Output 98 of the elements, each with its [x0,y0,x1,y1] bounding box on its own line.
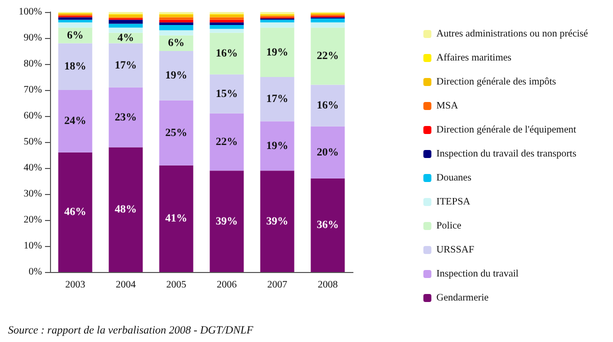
data-label: 22% [316,50,339,62]
bar [260,170,294,272]
data-label: 41% [165,212,188,225]
bar [260,28,294,77]
data-label: 24% [64,115,86,128]
x-tick-label: 2005 [166,280,186,290]
legend-label: Direction générale des impôts [436,76,556,88]
bar [108,147,143,272]
y-tick-label: 100% [18,6,42,18]
data-label: 19% [266,46,288,58]
bar [260,22,294,28]
y-tick-label: 0% [28,266,42,278]
bar [58,17,92,20]
data-label: 17% [266,93,288,106]
data-label: 18% [64,60,86,73]
bar [58,152,92,272]
bar [210,25,244,29]
bar [260,121,294,171]
bar [159,100,194,166]
bar [58,43,92,90]
legend-label: ITEPSA [436,196,472,208]
bar [210,20,244,22]
bar [310,178,345,272]
bar [159,51,194,100]
legend-label: MSA [436,100,459,112]
y-tick-label: 20% [24,214,42,226]
data-label: 19% [266,140,288,152]
x-tick-label: 2006 [216,280,237,290]
y-tick-label: 90% [24,32,42,44]
data-label: 6% [168,37,184,50]
data-label: 48% [114,204,137,216]
bar [310,22,345,28]
data-label: 20% [316,146,339,158]
legend-label: Police [436,220,462,232]
bar [210,170,244,272]
legend-label: Autres administrations ou non précisé [436,28,589,40]
legend-label: Douanes [436,172,472,184]
data-label: 6% [67,29,84,42]
legend-label: URSSAF [436,244,475,256]
bar [310,18,345,22]
y-tick-label: 40% [24,162,42,174]
y-tick-label: 50% [24,136,42,148]
bar [210,113,244,171]
legend-label: Affaires maritimes [436,52,512,64]
data-label: 25% [165,126,188,139]
y-tick-label: 80% [24,58,42,70]
bar [108,43,143,88]
data-label: 22% [216,136,238,148]
bar [159,25,194,30]
y-tick-label: 30% [24,188,42,200]
data-label: 19% [165,70,188,82]
bar [310,126,345,178]
legend-label: Inspection du travail [436,268,519,280]
bar [159,20,194,22]
bar [58,90,92,152]
x-tick-label: 2004 [116,280,136,290]
y-tick-label: 60% [24,110,42,122]
legend-label: Inspection du travail des transports [436,148,576,160]
bar [210,17,244,20]
bar [210,28,244,33]
data-label: 39% [216,215,238,228]
data-label: 39% [266,215,288,228]
bar [210,74,244,114]
data-label: 17% [114,59,137,72]
x-tick-label: 2008 [318,280,338,290]
data-label: 23% [114,111,137,124]
data-label: 36% [316,219,339,232]
bar [210,32,244,74]
bar [58,22,92,28]
bar [108,24,143,28]
y-tick-label: 70% [24,84,42,96]
bar [310,84,345,126]
data-label: 4% [118,32,134,44]
legend-label: Gendarmerie [436,292,490,304]
data-label: 46% [64,206,86,218]
x-tick-label: 2003 [65,280,86,290]
bar [210,14,244,18]
bar [159,14,194,18]
bar [108,28,143,33]
bar [108,14,143,18]
bar [58,20,92,22]
legend-label: Direction générale de l'équipement [436,124,576,136]
bar [159,22,194,25]
x-tick-label: 2007 [267,280,288,290]
bar [108,87,143,148]
bar [159,30,194,36]
data-label: 16% [316,100,339,112]
y-tick-label: 10% [24,240,42,252]
bar [108,20,143,24]
source-note: Source : rapport de la verbalisation 2008 - DGT/DNLF [8,324,254,336]
bar [260,77,294,122]
bar [159,17,194,20]
data-label: 15% [216,88,238,100]
data-label: 16% [216,48,238,60]
bar [159,165,194,272]
bar [310,28,345,85]
bar [210,22,244,25]
bar [260,20,294,22]
